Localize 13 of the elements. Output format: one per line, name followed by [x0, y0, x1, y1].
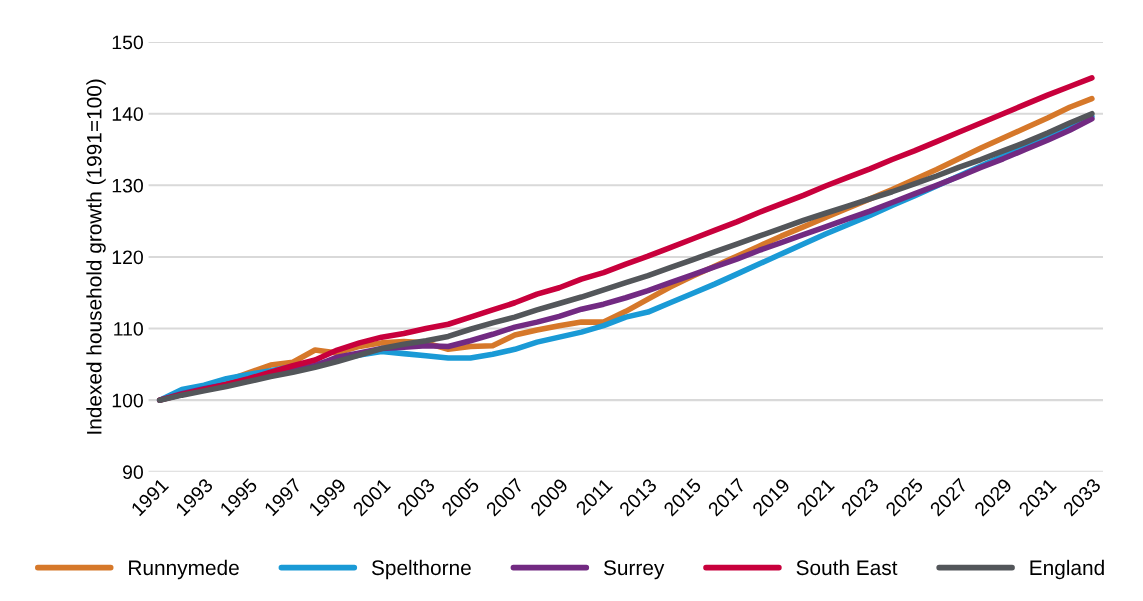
y-tick-label: 150 — [112, 35, 143, 50]
y-tick-label: 100 — [112, 393, 143, 408]
y-tick-label: 110 — [114, 322, 143, 336]
legend-label: Runnymede — [129, 559, 239, 580]
y-tick-label: 120 — [112, 250, 143, 265]
y-tick-label: 90 — [123, 465, 143, 480]
y-axis-title: Indexed household growth (1991=100) — [86, 79, 106, 434]
legend-label: England — [1030, 559, 1104, 580]
y-tick-label: 140 — [112, 107, 143, 121]
legend-label: Surrey — [603, 560, 665, 580]
legend-label: South East — [796, 559, 898, 576]
legend-label: Spelthorne — [371, 559, 471, 580]
y-tick-label: 130 — [112, 178, 143, 193]
